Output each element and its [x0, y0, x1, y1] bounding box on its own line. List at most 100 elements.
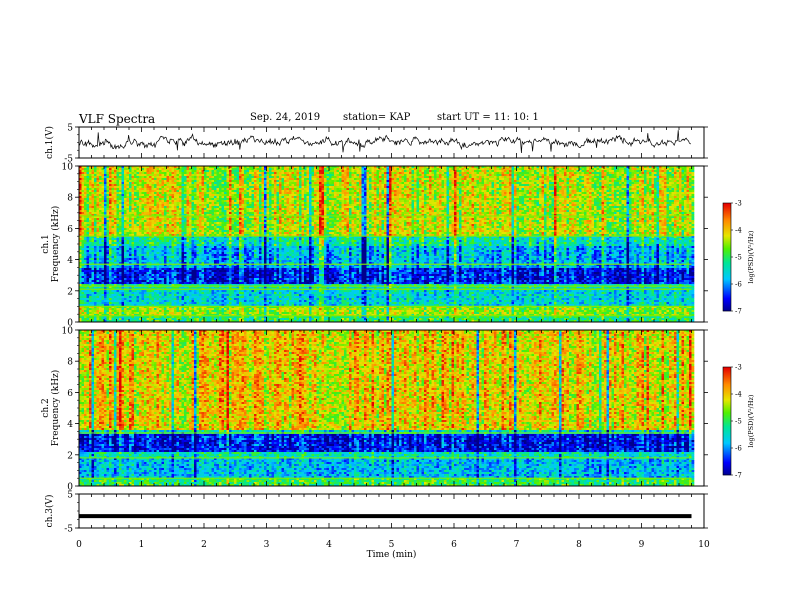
- spectrogram-cell: [454, 168, 457, 171]
- spectrogram-cell: [599, 174, 602, 177]
- spectrogram-cell: [506, 186, 510, 189]
- spectrogram-cell: [259, 176, 262, 179]
- spectrogram-cell: [134, 182, 137, 185]
- spectrogram-cell: [216, 174, 220, 177]
- spectrogram-cell: [461, 194, 465, 197]
- spectrogram-cell: [494, 202, 497, 205]
- spectrogram-cell: [344, 172, 347, 175]
- spectrogram-cell: [674, 168, 677, 171]
- spectrogram-cell: [396, 180, 400, 183]
- spectrogram-cell: [521, 194, 525, 197]
- spectrogram-cell: [354, 196, 357, 199]
- spectrogram-cell: [199, 176, 202, 179]
- spectrogram-cell: [81, 186, 85, 189]
- spectrogram-cell: [84, 194, 87, 197]
- spectrogram-cell: [609, 202, 612, 205]
- spectrogram-cell: [221, 168, 225, 171]
- spectrogram-cell: [166, 200, 170, 203]
- spectrogram-cell: [164, 178, 167, 181]
- spectrogram-cell: [91, 174, 95, 177]
- spectrogram-cell: [114, 168, 117, 171]
- spectrogram-cell: [336, 168, 340, 171]
- spectrogram-cell: [151, 166, 155, 169]
- spectrogram-cell: [421, 202, 425, 205]
- spectrogram-cell: [101, 166, 105, 169]
- spectrogram-cell: [264, 198, 267, 201]
- spectrogram-cell: [226, 194, 230, 197]
- spectrogram-cell: [496, 204, 500, 207]
- spectrogram-cell: [614, 166, 617, 169]
- spectrogram-cell: [96, 190, 100, 193]
- spectrogram-cell: [631, 198, 635, 201]
- spectrogram-cell: [329, 172, 332, 175]
- spectrogram-cell: [484, 194, 487, 197]
- spectrogram-cell: [631, 196, 635, 199]
- spectrogram-cell: [144, 170, 147, 173]
- spectrogram-cell: [374, 180, 377, 183]
- spectrogram-cell: [296, 180, 300, 183]
- spectrogram-cell: [534, 184, 537, 187]
- spectrogram-cell: [204, 194, 207, 197]
- spectrogram-cell: [116, 180, 120, 183]
- spectrogram-cell: [569, 204, 572, 207]
- spectrogram-cell: [179, 174, 182, 177]
- spectrogram-cell: [99, 178, 102, 181]
- spectrogram-cell: [676, 172, 680, 175]
- spectrogram-cell: [304, 172, 307, 175]
- spectrogram-cell: [319, 180, 322, 183]
- spectrogram-cell: [299, 172, 302, 175]
- spectrogram-cell: [149, 178, 152, 181]
- spectrogram-cell: [469, 188, 472, 191]
- spectrogram-cell: [611, 186, 615, 189]
- spectrogram-cell: [611, 168, 615, 171]
- spectrogram-cell: [411, 190, 415, 193]
- spectrogram-cell: [171, 180, 175, 183]
- spectrogram-cell: [491, 180, 495, 183]
- spectrogram-cell: [536, 180, 540, 183]
- spectrogram-cell: [209, 184, 212, 187]
- spectrogram-cell: [361, 192, 365, 195]
- spectrogram-cell: [381, 192, 385, 195]
- spectrogram-cell: [426, 178, 430, 181]
- spectrogram-cell: [479, 192, 482, 195]
- spectrogram-cell: [251, 196, 255, 199]
- spectrogram-cell: [174, 190, 177, 193]
- spectrogram-cell: [329, 202, 332, 205]
- spectrogram-cell: [404, 184, 407, 187]
- spectrogram-cell: [264, 194, 267, 197]
- spectrogram-cell: [434, 196, 437, 199]
- spectrogram-cell: [101, 180, 105, 183]
- spectrogram-cell: [306, 198, 310, 201]
- spectrogram-cell: [626, 182, 630, 185]
- spectrogram-cell: [419, 168, 422, 171]
- spectrogram-cell: [454, 196, 457, 199]
- spectrogram-cell: [671, 200, 675, 203]
- spectrogram-cell: [331, 174, 335, 177]
- spectrogram-cell: [381, 190, 385, 193]
- spectrogram-cell: [254, 166, 257, 169]
- spectrogram-cell: [486, 172, 490, 175]
- spectrogram-cell: [116, 172, 120, 175]
- spectrogram-cell: [199, 196, 202, 199]
- spectrogram-cell: [334, 180, 337, 183]
- spectrogram-cell: [294, 170, 297, 173]
- spectrogram-cell: [144, 202, 147, 205]
- spectrogram-cell: [379, 176, 382, 179]
- spectrogram-cell: [246, 182, 250, 185]
- spectrogram-cell: [266, 194, 270, 197]
- spectrogram-cell: [464, 194, 467, 197]
- spectrogram-cell: [466, 184, 470, 187]
- spectrogram-cell: [429, 202, 432, 205]
- spectrogram-cell: [204, 176, 207, 179]
- spectrogram-cell: [341, 196, 345, 199]
- spectrogram-cell: [179, 198, 182, 201]
- spectrogram-cell: [391, 170, 395, 173]
- spectrogram-cell: [559, 180, 562, 183]
- spectrogram-cell: [104, 178, 107, 181]
- spectrogram-cell: [526, 186, 530, 189]
- spectrogram-cell: [329, 174, 332, 177]
- spectrogram-cell: [469, 180, 472, 183]
- spectrogram-cell: [524, 194, 527, 197]
- spectrogram-cell: [381, 170, 385, 173]
- spectrogram-cell: [486, 186, 490, 189]
